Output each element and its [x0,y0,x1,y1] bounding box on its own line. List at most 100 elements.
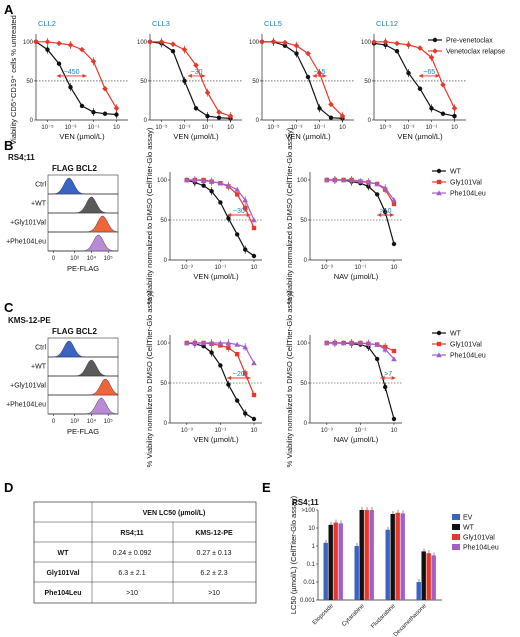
x-tick-label: 10⁻⁵ [267,124,280,131]
data-point [170,41,176,47]
data-point [218,363,223,368]
data-point [357,340,364,346]
x-tick-label: 10⁻¹ [214,265,226,271]
legend-marker [436,190,442,196]
legend-label: Venetoclax relapse [446,49,505,56]
y-tick-label: 0 [164,258,168,264]
data-point [440,111,446,116]
table-row-label: Gly101Val [46,570,79,577]
flow-x-tick-label: 10³ [70,419,79,425]
data-point [170,49,176,54]
table-cell: >10 [208,590,220,597]
data-point [204,89,211,96]
data-point [323,340,330,346]
data-point [193,62,199,69]
bar [333,522,338,600]
data-point [200,340,207,346]
legend-marker [436,352,442,358]
y-tick-label: 50 [252,79,259,85]
series-line [186,179,255,257]
x-tick-label: 10 [391,265,398,271]
data-point [405,42,412,48]
data-point [332,177,338,183]
x-tick-label: 10⁻³ [321,265,333,271]
fold-arrow-head [418,73,423,78]
data-point [251,217,257,223]
data-point [371,39,377,45]
data-point [282,43,288,48]
data-point [374,341,380,347]
data-point [234,186,240,192]
x-tick-label: 10⁻³ [403,125,415,131]
x-tick-label: 10⁻¹ [88,125,100,131]
panel-d-table: VEN LC50 (µmol/L) RS4;11 KMS-12-PE WT 0.… [33,501,257,604]
panel-c-cell-line: KMS-12-PE [8,316,51,325]
data-point [428,54,435,61]
data-point [383,209,388,215]
fold-arrow-head [227,213,232,217]
subplot-a-2: 0 50 100 10⁻⁵ 10⁻³ 10⁻¹ 10 VEN (µmol/L) ~30 CLL3 [137,19,242,141]
data-point [209,350,214,355]
series-line [149,41,231,119]
data-point [234,398,240,403]
data-point [45,47,50,52]
data-point [227,113,234,119]
data-point [68,84,73,90]
table-header: VEN LC50 (µmol/L) [143,510,206,517]
data-point [226,216,231,221]
panel-label-c: C [4,300,14,315]
y-tick-label: 100 [157,178,168,184]
bar [431,555,436,600]
fold-label: ~65 [423,69,435,76]
subplot: 0 50 100 10⁻³ 10⁻¹ 10 NAV (µmol/L) >7 % Viabilit… [285,290,402,467]
data-point [79,46,85,53]
data-point [406,70,411,76]
data-point [374,356,380,362]
legend-label: Pre-venetoclax [446,38,493,45]
fold-label: ~15 [314,69,326,76]
table-cell: 6.3 ± 2.1 [118,570,145,577]
panel-label-d: D [4,480,13,495]
data-point [440,82,446,88]
fold-label: ~20 [233,371,245,378]
data-point [452,113,457,119]
category-label: Cytarabine [341,603,366,628]
bar [323,542,328,600]
x-tick-label: 10⁻³ [181,265,193,271]
flow-x-tick-label: 0 [52,256,56,262]
data-point [251,225,257,231]
x-tick-label: 10 [391,428,398,434]
legend-marker [432,48,438,54]
data-point [391,356,397,362]
x-tick-label: 10⁻¹ [354,428,366,434]
data-point [451,105,458,112]
data-point [113,105,120,112]
panel-e-cell-line: RS4;11 [292,498,319,507]
x-tick-label: 10 [227,125,234,131]
x-tick-label: 10 [451,125,458,131]
x-tick-label: 10⁻¹ [426,125,438,131]
panel-c-flow-title: FLAG BCL2 [52,327,97,336]
x-axis-label: VEN (µmol/L) [397,132,443,141]
data-point [208,340,215,346]
bar [426,553,431,600]
data-point [114,112,119,117]
data-point [383,384,388,390]
data-point [243,411,248,416]
y-tick-label: 100 [297,178,308,184]
category-label: Etoposide [312,603,336,627]
data-point [208,178,215,184]
data-point [251,392,257,398]
data-point [259,39,265,45]
data-point [340,177,347,183]
flow-row-label: Ctrl [35,182,46,189]
fold-arrow-head [391,376,396,380]
flow-histogram [48,234,118,252]
flow-histogram [48,378,119,396]
legend-label: Gly101Val [463,535,495,542]
data-point [91,109,96,115]
series-line [262,41,343,119]
data-point [226,345,231,350]
data-point [340,340,347,346]
